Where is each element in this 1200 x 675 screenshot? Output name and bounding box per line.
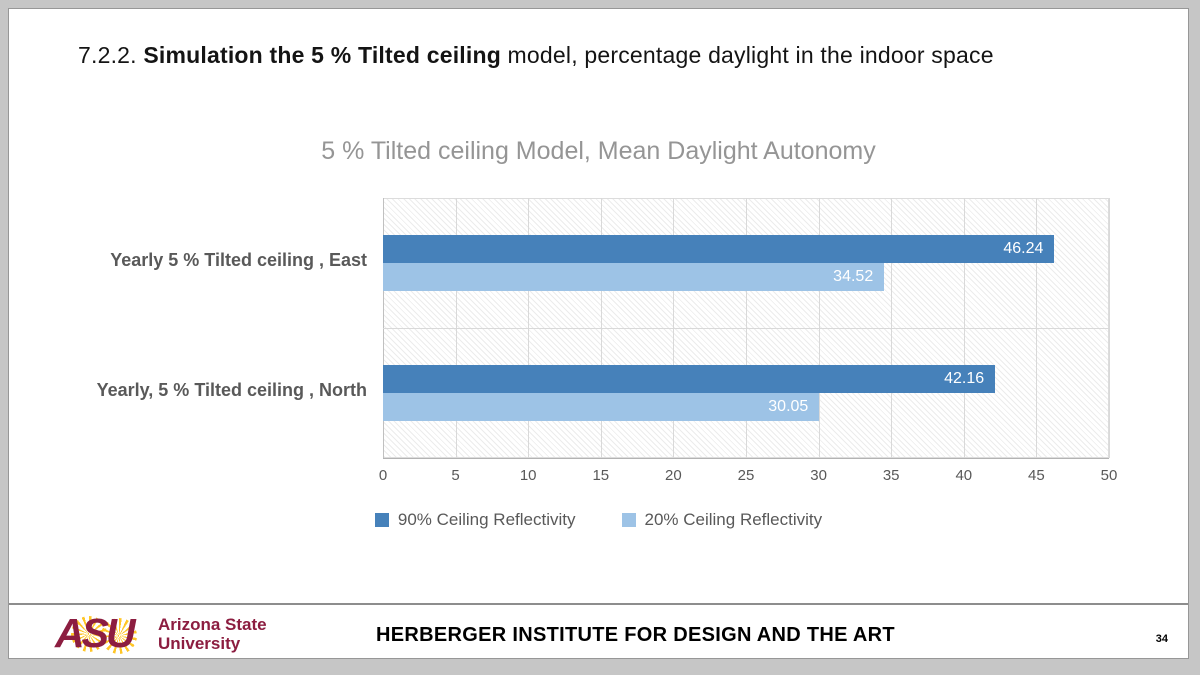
x-tick-label: 50 [1100, 467, 1118, 484]
bar-20-reflectivity: 30.05 [383, 393, 820, 421]
asu-logo-letters: ASU [55, 610, 136, 656]
legend-item: 90% Ceiling Reflectivity [374, 510, 576, 530]
asu-logo-wordmark: Arizona State University [158, 615, 267, 653]
institute-name: HERBERGER INSTITUTE FOR DESIGN AND THE A… [376, 624, 895, 646]
legend-swatch-icon [621, 513, 636, 527]
bar-value-label: 42.16 [944, 370, 985, 387]
x-tick-label: 15 [592, 467, 610, 484]
page-number: 34 [1155, 633, 1168, 645]
x-tick-label: 35 [882, 467, 900, 484]
row-gridline [383, 328, 1109, 329]
slide-title-suffix: model, percentage daylight in the indoor… [500, 42, 994, 68]
asu-logo-name-line1: Arizona State [158, 615, 267, 634]
bar-20-reflectivity: 34.52 [383, 263, 885, 291]
x-tick-label: 5 [451, 467, 460, 484]
x-tick-label: 0 [378, 467, 388, 484]
slide-title-prefix: 7.2.2. [78, 42, 144, 68]
bar-value-label: 30.05 [768, 398, 809, 415]
x-tick-label: 25 [737, 467, 755, 484]
chart-title: 5 % Tilted ceiling Model, Mean Daylight … [321, 137, 876, 165]
asu-sunburst-icon [101, 618, 137, 654]
slide: 7.2.2. Simulation the 5 % Tilted ceiling… [8, 8, 1189, 659]
asu-logo-name-line2: University [158, 634, 241, 653]
bar-value-label: 46.24 [1003, 240, 1044, 257]
x-tick-label: 45 [1028, 467, 1045, 484]
asu-logo-mark: ASU [55, 610, 149, 657]
x-tick-label: 10 [519, 467, 537, 484]
legend-label: 20% Ceiling Reflectivity [644, 510, 823, 529]
legend-swatch-icon [374, 513, 389, 527]
bar-chart: 0 5 10 15 20 25 30 35 40 45 50 Yearly 5 % Tilted ce… [9, 9, 1188, 658]
footer-divider [9, 603, 1188, 605]
bar-value-label: 34.52 [833, 268, 874, 285]
x-tick-label: 40 [955, 467, 973, 484]
x-axis-line [383, 458, 1109, 459]
legend-item: 20% Ceiling Reflectivity [621, 510, 823, 530]
chart-legend: 90% Ceiling Reflectivity 20% Ceiling Refl… [9, 510, 1188, 530]
x-tick-label: 30 [810, 467, 827, 484]
legend-label: 90% Ceiling Reflectivity [397, 510, 576, 529]
slide-title: 7.2.2. Simulation the 5 % Tilted ceiling… [78, 42, 1138, 69]
bar-90-reflectivity: 42.16 [383, 365, 996, 393]
asu-logo: ASU Arizona State University [55, 610, 267, 657]
slide-title-bold: Simulation the 5 % Tilted ceiling [143, 42, 501, 68]
x-tick-label: 20 [665, 467, 682, 484]
x-gridline [1109, 198, 1110, 458]
category-label: Yearly, 5 % Tilted ceiling , North [96, 380, 367, 400]
bar-90-reflectivity: 46.24 [383, 235, 1055, 263]
category-label: Yearly 5 % Tilted ceiling , East [110, 250, 367, 270]
